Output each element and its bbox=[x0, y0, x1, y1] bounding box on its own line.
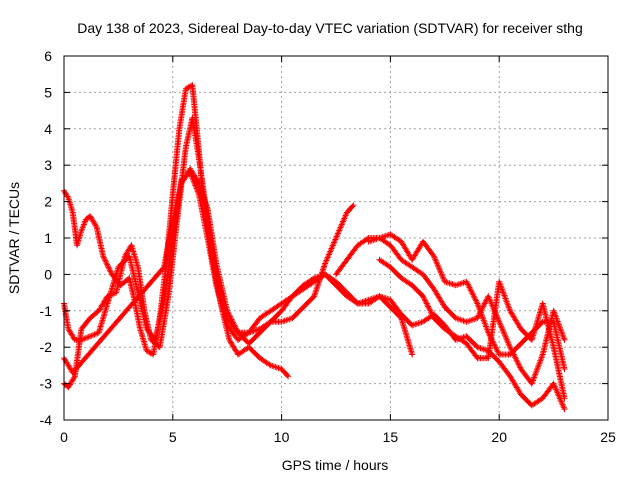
y-tick-label: 0 bbox=[44, 266, 52, 282]
chart-title: Day 138 of 2023, Sidereal Day-to-day VTE… bbox=[77, 20, 583, 36]
y-tick-label: -2 bbox=[40, 339, 53, 355]
y-tick-label: 6 bbox=[44, 48, 52, 64]
y-tick-label: -3 bbox=[40, 376, 53, 392]
y-tick-label: -4 bbox=[40, 412, 53, 428]
y-tick-label: 3 bbox=[44, 157, 52, 173]
y-tick-label: 5 bbox=[44, 84, 52, 100]
y-tick-label: 4 bbox=[44, 121, 52, 137]
x-tick-label: 0 bbox=[60, 429, 68, 445]
y-tick-label: -1 bbox=[40, 303, 53, 319]
x-tick-label: 15 bbox=[383, 429, 399, 445]
x-tick-label: 20 bbox=[491, 429, 507, 445]
series-markers bbox=[376, 256, 568, 402]
x-tick-label: 25 bbox=[600, 429, 616, 445]
series-track-7 bbox=[376, 256, 568, 402]
y-axis-label: SDTVAR / TECUs bbox=[6, 182, 22, 294]
x-axis-label: GPS time / hours bbox=[282, 457, 389, 473]
y-tick-label: 2 bbox=[44, 194, 52, 210]
y-tick-label: 1 bbox=[44, 230, 52, 246]
x-tick-label: 10 bbox=[274, 429, 290, 445]
x-tick-label: 5 bbox=[169, 429, 177, 445]
axis-ticks: 0 5 10 15 20 25 -4 -3 -2 -1 0 1 2 3 4 5 6 bbox=[40, 48, 616, 445]
